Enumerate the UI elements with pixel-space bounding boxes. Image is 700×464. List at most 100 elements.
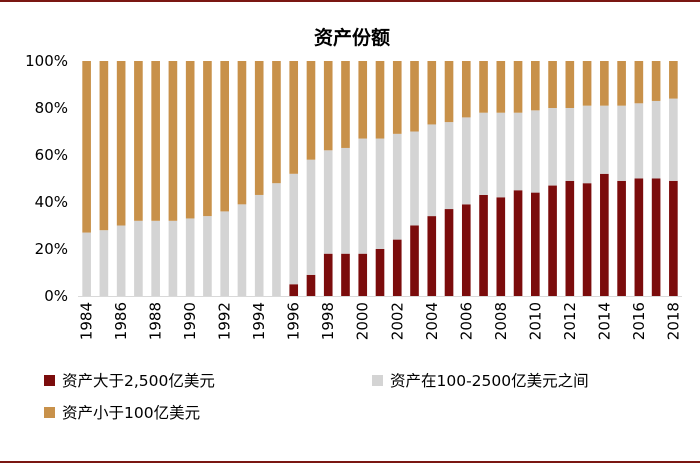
- bar-segment-s2-1990: [185, 61, 195, 219]
- bar-segment-s1-1993: [237, 204, 247, 296]
- bar-segment-s2-2008: [496, 61, 506, 113]
- bar-segment-s2-2000: [358, 61, 368, 139]
- bar-segment-s0-2003: [410, 225, 419, 296]
- bar-segment-s0-2016: [634, 178, 644, 296]
- bar-segment-s1-1987: [134, 220, 143, 296]
- bar-segment-s2-2018: [669, 61, 678, 99]
- bar-segment-s1-2008: [496, 112, 506, 198]
- bar-segment-s2-1987: [134, 61, 143, 221]
- bar-segment-s1-2004: [427, 124, 437, 217]
- bar-segment-s2-2005: [444, 61, 454, 123]
- bar-segment-s1-1989: [168, 220, 178, 296]
- bar-segment-s2-1997: [306, 61, 316, 160]
- bar-segment-s1-1998: [323, 150, 333, 254]
- bar-segment-s2-1992: [220, 61, 229, 212]
- x-tick-label: 1994: [250, 302, 268, 340]
- x-tick-label: 1996: [285, 302, 303, 340]
- bar-segment-s1-2003: [410, 131, 419, 226]
- x-tick-label: 2002: [388, 302, 406, 340]
- bar-segment-s1-1990: [185, 218, 195, 296]
- bar-segment-s1-2010: [531, 110, 540, 193]
- bar-segment-s1-1997: [306, 159, 316, 275]
- bar-segment-s2-1985: [99, 61, 109, 231]
- y-tick-label: 60%: [35, 146, 68, 164]
- x-tick-label: 2004: [423, 302, 441, 340]
- bar-segment-s2-2004: [427, 61, 437, 125]
- y-tick-label: 100%: [25, 52, 68, 70]
- bar-segment-s2-2003: [410, 61, 419, 132]
- bar-segment-s2-2012: [565, 61, 575, 108]
- bar-segment-s2-2013: [582, 61, 592, 106]
- bar-segment-s1-2012: [565, 108, 575, 181]
- bar-segment-s1-2009: [513, 112, 523, 191]
- bar-segment-s0-2004: [427, 216, 437, 296]
- bar-segment-s2-1999: [341, 61, 350, 148]
- x-tick-label: 1986: [112, 302, 130, 340]
- bar-segment-s1-2018: [669, 98, 678, 181]
- bar-segment-s2-2002: [392, 61, 402, 134]
- x-tick-label: 1988: [147, 302, 165, 340]
- bar-segment-s2-2010: [531, 61, 540, 111]
- bar-segment-s0-2010: [531, 192, 540, 296]
- bar-segment-s2-2007: [479, 61, 488, 113]
- bar-segment-s0-2006: [461, 204, 471, 296]
- x-tick-label: 2008: [492, 302, 510, 340]
- bar-segment-s0-1998: [323, 253, 333, 296]
- bar-segment-s1-2005: [444, 122, 454, 210]
- bar-segment-s1-2016: [634, 103, 644, 179]
- bar-segment-s2-2016: [634, 61, 644, 104]
- x-tick-label: 2012: [561, 302, 579, 340]
- legend-swatch: [44, 375, 55, 386]
- bar-segment-s1-2015: [617, 105, 626, 181]
- bar-segment-s2-1988: [151, 61, 160, 221]
- bar-segment-s0-1997: [306, 274, 316, 296]
- x-tick-label: 2018: [664, 302, 682, 340]
- bar-segment-s0-2014: [600, 173, 609, 296]
- bar-segment-s1-1986: [116, 225, 126, 296]
- bar-segment-s2-1996: [289, 61, 299, 174]
- bar-segment-s1-2013: [582, 105, 592, 184]
- x-tick-label: 1998: [319, 302, 337, 340]
- legend-label: 资产在100-2500亿美元之间: [390, 372, 589, 390]
- bar-segment-s2-1991: [203, 61, 212, 217]
- bar-segment-s1-1985: [99, 230, 109, 296]
- bar-segment-s1-1992: [220, 211, 229, 296]
- y-tick-label: 20%: [35, 240, 68, 258]
- bar-segment-s2-2009: [513, 61, 523, 113]
- x-tick-label: 2010: [526, 302, 544, 340]
- bar-segment-s0-2011: [548, 185, 557, 296]
- x-tick-label: 1992: [216, 302, 234, 340]
- y-axis: 0% 20% 40% 60% 80% 100%: [25, 52, 68, 305]
- bar-segment-s0-2001: [375, 249, 385, 296]
- bar-segment-s2-2015: [617, 61, 626, 106]
- bar-segment-s0-2008: [496, 197, 506, 296]
- y-tick-label: 80%: [35, 99, 68, 117]
- legend-label: 资产大于2,500亿美元: [62, 372, 215, 390]
- bar-segment-s2-1984: [82, 61, 91, 233]
- bar-segment-s2-1986: [116, 61, 126, 226]
- bar-segment-s2-1989: [168, 61, 178, 221]
- bar-segment-s1-2014: [600, 105, 609, 174]
- bar-segment-s1-2001: [375, 138, 385, 249]
- x-tick-labels: 1984 1986 1988 1990 1992 1994 1996 1998 2000 2002…: [78, 302, 683, 340]
- x-tick-label: 1990: [181, 302, 199, 340]
- bar-segment-s2-2001: [375, 61, 385, 139]
- bar-segment-s1-1996: [289, 173, 299, 285]
- bar-segment-s1-1995: [272, 183, 281, 296]
- bar-segment-s0-2013: [582, 183, 592, 296]
- x-tick-label: 2016: [630, 302, 648, 340]
- bar-segment-s1-2002: [392, 133, 402, 240]
- bar-segment-s0-2002: [392, 239, 402, 296]
- bar-segment-s1-2007: [479, 112, 488, 195]
- bar-segment-s0-2005: [444, 209, 454, 296]
- bar-segment-s1-1988: [151, 220, 160, 296]
- x-tick-label: 2000: [354, 302, 372, 340]
- bar-segment-s0-2009: [513, 190, 523, 296]
- bar-segment-s2-1993: [237, 61, 247, 205]
- bar-segment-s1-2017: [651, 100, 661, 179]
- bar-segment-s1-1999: [341, 147, 350, 254]
- bar-segment-s0-1996: [289, 284, 299, 296]
